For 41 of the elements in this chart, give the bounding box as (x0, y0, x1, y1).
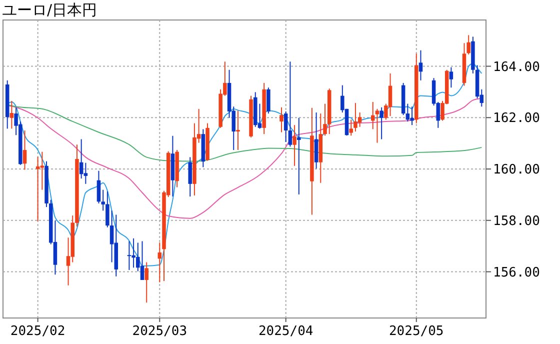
candlestick (144, 262, 148, 304)
x-tick-label: 2025/02 (10, 324, 66, 339)
y-tick-label: 162.00 (493, 111, 540, 126)
candlestick (388, 72, 392, 117)
candlestick (288, 61, 292, 148)
y-tick-label: 156.00 (493, 265, 540, 280)
candlestick (284, 110, 288, 143)
candlestick (406, 103, 410, 122)
candlestick (158, 242, 162, 283)
candlestick (236, 110, 240, 150)
candlestick (140, 240, 144, 280)
candlestick (349, 119, 353, 136)
candlestick (36, 156, 40, 222)
candlestick (466, 34, 470, 55)
candlestick (127, 240, 132, 270)
x-tick-label: 2025/05 (388, 324, 444, 339)
candlestick (22, 130, 27, 170)
candlestick (188, 156, 192, 197)
x-tick-label: 2025/03 (132, 324, 188, 339)
candlestick (79, 138, 84, 180)
y-tick-label: 158.00 (493, 214, 540, 229)
candlestick (84, 162, 88, 184)
candlestick (375, 108, 380, 144)
candlestick (10, 100, 14, 130)
candlestick (292, 124, 296, 166)
candlestick (314, 112, 318, 169)
candlestick (96, 170, 101, 204)
candlestick (297, 117, 301, 195)
candlestick (418, 50, 423, 81)
candlestick (40, 151, 44, 190)
candlestick (280, 106, 284, 133)
candlestick (410, 106, 414, 126)
y-tick-label: 160.00 (493, 162, 540, 178)
x-tick-label: 2025/04 (258, 324, 314, 339)
candlestick (449, 66, 454, 88)
candlestick (380, 106, 384, 140)
candlestick (266, 87, 270, 114)
candlestick (354, 102, 358, 132)
chart-title: ユーロ/日本円 (2, 1, 98, 19)
y-tick-label: 164.00 (493, 60, 540, 75)
candlestick (358, 112, 362, 128)
